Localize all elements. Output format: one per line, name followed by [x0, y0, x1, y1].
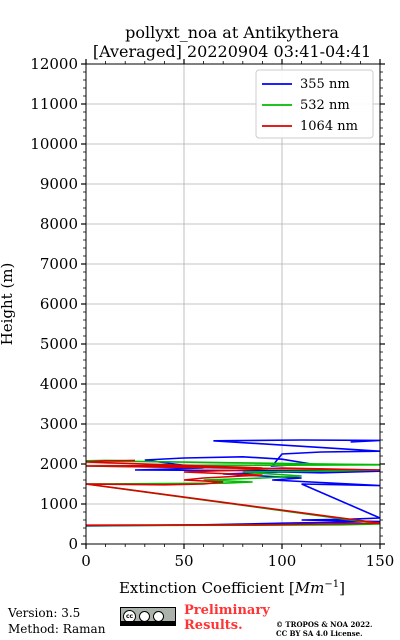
legend-label-355: 355 nm — [300, 77, 350, 92]
x-tick-label: 150 — [366, 552, 395, 570]
lidar-extinction-chart: pollyxt_noa at Antikythera [Averaged] 20… — [0, 23, 394, 597]
cc-license-badge: cc — [120, 607, 176, 626]
chart-subtitle: [Averaged] 20220904 03:41-04:41 — [93, 42, 371, 61]
y-tick-label: 5000 — [40, 335, 78, 353]
y-tick-label: 10000 — [30, 135, 78, 153]
chart-series — [86, 439, 380, 527]
copyright-notice: © TROPOS & NOA 2022. CC BY SA 4.0 Licens… — [276, 620, 400, 638]
x-axis-label: Extinction Coefficient [Mm−1] — [119, 579, 345, 597]
x-tick-label: 50 — [174, 552, 193, 570]
legend-label-1064: 1064 nm — [300, 119, 358, 134]
chart-ticks — [81, 59, 385, 549]
copyright-line-2: CC BY SA 4.0 License. — [276, 629, 363, 638]
y-tick-label: 3000 — [40, 415, 78, 433]
method-label: Method: Raman — [8, 622, 106, 636]
preliminary-line-2: Results. — [184, 618, 243, 633]
y-tick-label: 6000 — [40, 295, 78, 313]
legend-label-532: 532 nm — [300, 98, 350, 113]
preliminary-line-1: Preliminary — [184, 603, 270, 618]
copyright-line-1: © TROPOS & NOA 2022. — [276, 620, 373, 629]
badge-bar — [121, 621, 175, 625]
y-tick-label: 11000 — [30, 95, 78, 113]
series-line-1064-nm — [86, 459, 380, 526]
y-tick-label: 4000 — [40, 375, 78, 393]
chart-legend: 355 nm 532 nm 1064 nm — [255, 69, 374, 139]
y-tick-label: 9000 — [40, 175, 78, 193]
x-tick-label: 100 — [268, 552, 297, 570]
y-tick-label: 8000 — [40, 215, 78, 233]
y-axis-label: Height (m) — [0, 263, 16, 346]
y-tick-label: 0 — [68, 535, 78, 553]
chart-title: pollyxt_noa at Antikythera — [125, 23, 339, 42]
legend-box — [255, 69, 374, 139]
preliminary-notice: Preliminary Results. — [184, 603, 274, 633]
y-tick-label: 12000 — [30, 55, 78, 73]
y-tick-label: 2000 — [40, 455, 78, 473]
y-tick-label: 1000 — [40, 495, 78, 513]
chart-tick-labels: 0100020003000400050006000700080009000100… — [30, 55, 394, 570]
y-tick-label: 7000 — [40, 255, 78, 273]
x-tick-label: 0 — [81, 552, 91, 570]
version-label: Version: 3.5 — [8, 606, 81, 620]
